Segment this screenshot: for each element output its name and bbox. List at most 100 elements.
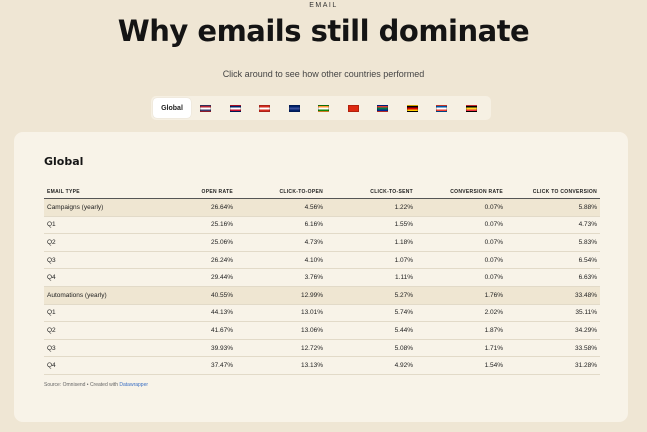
row-label: Q1 bbox=[47, 309, 56, 317]
table-cell: 4.92% bbox=[394, 362, 413, 370]
tab-australia[interactable] bbox=[280, 98, 310, 118]
table-cell: 25.16% bbox=[210, 221, 233, 229]
datawrapper-link[interactable]: Datawrapper bbox=[119, 382, 149, 388]
source-note: Source: Omnisend • Created with Datawrap… bbox=[44, 382, 148, 388]
table-cell: 2.02% bbox=[484, 309, 503, 317]
stats-table: EMAIL TYPE OPEN RATE CLICK-TO-OPEN CLICK-TO… bbox=[44, 185, 600, 375]
france-flag-icon bbox=[436, 104, 448, 112]
row-label: Automations (yearly) bbox=[47, 291, 107, 299]
uk-flag-icon bbox=[229, 104, 241, 112]
table-row: Q4 37.47% 13.13% 4.92% 1.54% 31.28% bbox=[44, 357, 600, 375]
column-header: EMAIL TYPE bbox=[47, 188, 80, 195]
table-cell: 13.06% bbox=[300, 326, 323, 334]
table-cell: 6.54% bbox=[578, 256, 597, 264]
column-header: CONVERSION RATE bbox=[450, 188, 503, 195]
table-cell: 0.07% bbox=[484, 238, 503, 246]
tab-south-africa[interactable] bbox=[368, 98, 398, 118]
table-cell: 31.28% bbox=[574, 362, 597, 370]
row-label: Q2 bbox=[47, 326, 56, 334]
table-cell: 5.83% bbox=[578, 238, 597, 246]
table-cell: 1.54% bbox=[484, 362, 503, 370]
column-header: CLICK-TO-SENT bbox=[370, 188, 413, 195]
table-cell: 4.56% bbox=[304, 203, 323, 211]
row-label: Campaigns (yearly) bbox=[47, 203, 104, 211]
table-cell: 37.47% bbox=[210, 362, 233, 370]
table-cell: 25.06% bbox=[210, 238, 233, 246]
table-cell: 1.87% bbox=[484, 326, 503, 334]
table-cell: 29.44% bbox=[210, 274, 233, 282]
australia-flag-icon bbox=[288, 104, 300, 112]
tab-germany[interactable] bbox=[398, 98, 428, 118]
tab-france[interactable] bbox=[427, 98, 457, 118]
column-header: CLICK TO CONVERSION bbox=[532, 188, 597, 195]
row-label: Q3 bbox=[47, 256, 56, 264]
row-label: Q4 bbox=[47, 362, 56, 370]
table-cell: 41.67% bbox=[210, 326, 233, 334]
table-cell: 5.44% bbox=[394, 326, 413, 334]
table-cell: 12.99% bbox=[300, 291, 323, 299]
tab-china[interactable] bbox=[339, 98, 369, 118]
table-cell: 6.16% bbox=[304, 221, 323, 229]
table-row: Q2 41.67% 13.06% 5.44% 1.87% 34.29% bbox=[44, 322, 600, 340]
table-cell: 1.55% bbox=[394, 221, 413, 229]
table-cell: 1.07% bbox=[394, 256, 413, 264]
tab-canada[interactable] bbox=[250, 98, 280, 118]
table-header-row: EMAIL TYPE OPEN RATE CLICK-TO-OPEN CLICK-TO… bbox=[44, 185, 600, 199]
column-header: CLICK-TO-OPEN bbox=[279, 188, 323, 195]
table-cell: 5.27% bbox=[394, 291, 413, 299]
section-eyebrow: EMAIL bbox=[309, 2, 338, 9]
column-header: OPEN RATE bbox=[201, 188, 233, 195]
south-africa-flag-icon bbox=[377, 104, 389, 112]
germany-flag-icon bbox=[406, 104, 418, 112]
tab-global[interactable]: Global bbox=[153, 98, 191, 118]
table-cell: 4.10% bbox=[304, 256, 323, 264]
row-label: Q3 bbox=[47, 344, 56, 352]
table-row: Q3 39.93% 12.72% 5.08% 1.71% 33.58% bbox=[44, 340, 600, 358]
table-cell: 5.88% bbox=[578, 203, 597, 211]
tab-us[interactable] bbox=[191, 98, 221, 118]
country-tabs: Global bbox=[151, 96, 491, 120]
table-cell: 4.73% bbox=[578, 221, 597, 229]
table-row: Q3 26.24% 4.10% 1.07% 0.07% 6.54% bbox=[44, 252, 600, 270]
row-label: Q4 bbox=[47, 274, 56, 282]
table-row: Q1 44.13% 13.01% 5.74% 2.02% 35.11% bbox=[44, 305, 600, 323]
table-cell: 3.76% bbox=[304, 274, 323, 282]
table-cell: 26.24% bbox=[210, 256, 233, 264]
table-cell: 1.18% bbox=[394, 238, 413, 246]
table-cell: 0.07% bbox=[484, 256, 503, 264]
card-title: Global bbox=[44, 155, 84, 168]
row-label: Q1 bbox=[47, 221, 56, 229]
table-cell: 35.11% bbox=[575, 309, 597, 317]
page-title: Why emails still dominate bbox=[117, 14, 530, 48]
table-cell: 5.74% bbox=[394, 309, 413, 317]
china-flag-icon bbox=[347, 104, 359, 112]
table-cell: 1.71% bbox=[484, 344, 503, 352]
table-cell: 44.13% bbox=[210, 309, 233, 317]
source-text: Source: Omnisend • Created with bbox=[44, 382, 120, 388]
table-cell: 34.29% bbox=[574, 326, 597, 334]
table-row: Q4 29.44% 3.76% 1.11% 0.07% 6.63% bbox=[44, 269, 600, 287]
table-cell: 0.07% bbox=[484, 221, 503, 229]
table-cell: 4.73% bbox=[304, 238, 323, 246]
row-label: Q2 bbox=[47, 238, 56, 246]
table-row: Automations (yearly) 40.55% 12.99% 5.27% 1.7… bbox=[44, 286, 600, 305]
page-subtitle: Click around to see how other countries … bbox=[222, 69, 425, 79]
canada-flag-icon bbox=[259, 104, 271, 112]
table-cell: 6.63% bbox=[578, 274, 597, 282]
table-cell: 1.76% bbox=[484, 291, 503, 299]
table-cell: 5.08% bbox=[394, 344, 413, 352]
table-row: Campaigns (yearly) 26.64% 4.56% 1.22% 0.07% 5… bbox=[44, 199, 600, 217]
table-row: Q1 25.16% 6.16% 1.55% 0.07% 4.73% bbox=[44, 217, 600, 235]
india-flag-icon bbox=[318, 104, 330, 112]
table-cell: 13.01% bbox=[300, 309, 323, 317]
table-cell: 1.11% bbox=[395, 274, 413, 282]
us-flag-icon bbox=[200, 104, 212, 112]
belgium-flag-icon bbox=[465, 104, 477, 112]
tab-india[interactable] bbox=[309, 98, 339, 118]
stats-card: Global EMAIL TYPE OPEN RATE CLICK-TO-OPEN C… bbox=[14, 132, 628, 422]
table-cell: 40.55% bbox=[210, 291, 233, 299]
tab-belgium[interactable] bbox=[457, 98, 487, 118]
table-cell: 26.64% bbox=[210, 203, 233, 211]
table-cell: 33.48% bbox=[574, 291, 597, 299]
tab-uk[interactable] bbox=[221, 98, 251, 118]
